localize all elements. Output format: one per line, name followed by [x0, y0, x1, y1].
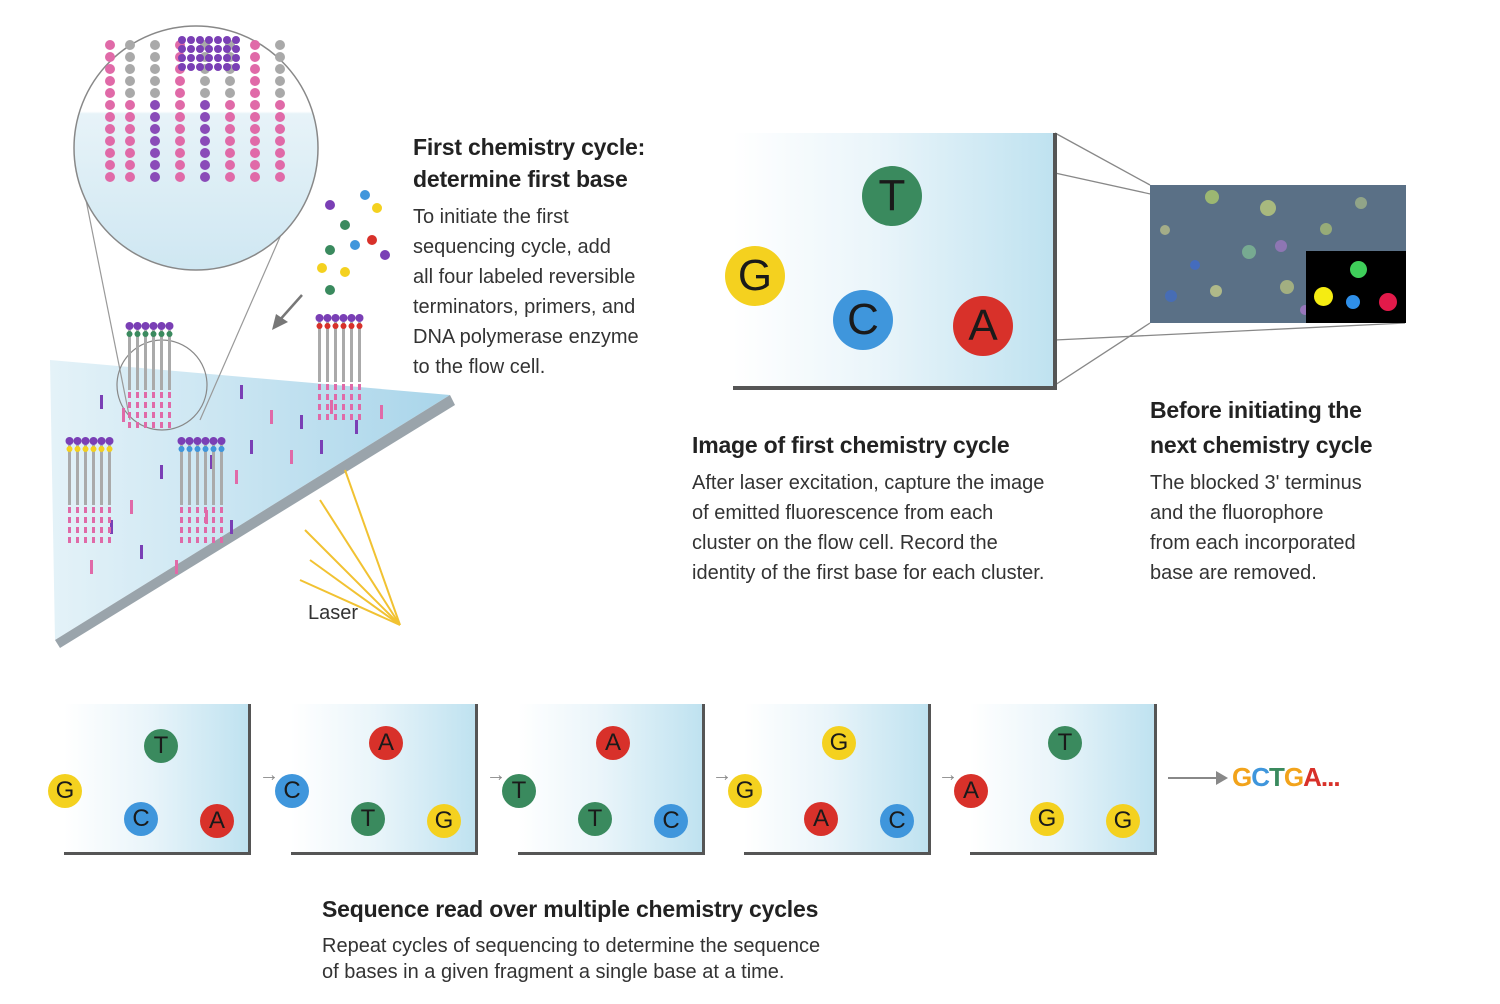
base-C: C [833, 290, 893, 350]
base-A: A [200, 804, 234, 838]
image-cycle-line: identity of the first base for each clus… [692, 562, 1045, 584]
next-cycle-line: The blocked 3' terminus [1150, 472, 1362, 494]
base-G: G [822, 726, 856, 760]
fluorescence-inset [1306, 251, 1406, 323]
base-G: G [427, 804, 461, 838]
first-cycle-line: To initiate the first [413, 206, 569, 228]
flow-cell-surface [50, 360, 450, 640]
image-cycle-description: After laser excitation, capture the imag… [692, 468, 1044, 588]
cycle-arrow-icon: → [486, 764, 506, 786]
sequence-result: GCTGA... [1232, 762, 1341, 793]
sequence-letter: A [1303, 762, 1322, 792]
sequence-letter: G [1283, 762, 1304, 792]
base-T: T [578, 802, 612, 836]
next-cycle-line: base are removed. [1150, 562, 1317, 584]
base-C: C [880, 804, 914, 838]
base-A: A [804, 802, 838, 836]
first-cycle-image-panel: T G C A [725, 133, 1057, 390]
sequence-cycle-panel: T A G G [954, 704, 1157, 855]
base-C: C [124, 802, 158, 836]
multi-cycle-description: Repeat cycles of sequencing to determine… [322, 933, 820, 985]
cycle-arrow-icon: → [259, 764, 279, 786]
multi-cycle-line: Repeat cycles of sequencing to determine… [322, 935, 821, 957]
multi-cycle-line: of bases in a given fragment a single ba… [322, 961, 785, 983]
first-cycle-line: sequencing cycle, add [413, 236, 611, 258]
image-cycle-title: Image of first chemistry cycle [692, 432, 1010, 458]
base-G: G [725, 246, 785, 306]
fluorescence-micrograph [1150, 185, 1406, 323]
sequence-cycle-panel: G G A C [728, 704, 931, 855]
sequence-letter: C [1251, 762, 1270, 792]
first-cycle-title-line1: First chemistry cycle: [413, 134, 646, 160]
image-cycle-line: After laser excitation, capture the imag… [692, 472, 1045, 494]
first-cycle-description: To initiate the first sequencing cycle, … [413, 202, 639, 382]
next-cycle-description: The blocked 3' terminus and the fluoroph… [1150, 468, 1362, 588]
base-A: A [596, 726, 630, 760]
cycle-arrow-icon: → [712, 764, 732, 786]
next-cycle-line: from each incorporated [1150, 532, 1356, 554]
multi-cycle-title: Sequence read over multiple chemistry cy… [322, 896, 819, 922]
base-A: A [953, 296, 1013, 356]
sequence-letter: ... [1320, 762, 1341, 792]
next-cycle-title-line1: Before initiating the [1150, 397, 1362, 423]
laser-label: Laser [308, 602, 359, 624]
first-cycle-line: terminators, primers, and [413, 296, 636, 318]
base-T: T [502, 774, 536, 808]
base-T: T [351, 802, 385, 836]
base-C: C [654, 804, 688, 838]
result-arrow-head [1216, 771, 1228, 785]
sequence-cycle-panel: T G C A [48, 704, 251, 855]
base-C: C [275, 774, 309, 808]
base-A: A [369, 726, 403, 760]
first-cycle-line: all four labeled reversible [413, 266, 636, 288]
first-cycle-line: DNA polymerase enzyme [413, 326, 639, 348]
cycle-arrow-icon: → [938, 764, 958, 786]
first-cycle-title-line2: determine first base [413, 166, 628, 192]
image-cycle-line: cluster on the flow cell. Record the [692, 532, 998, 554]
base-T: T [1048, 726, 1082, 760]
sequence-cycle-panel: A T T C [502, 704, 705, 855]
sequence-letter: T [1269, 762, 1285, 792]
image-cycle-line: of emitted fluorescence from each [692, 502, 994, 524]
result-arrow [1168, 777, 1226, 779]
flow-cell-illustration [50, 25, 455, 648]
next-cycle-title-line2: next chemistry cycle [1150, 432, 1373, 458]
base-T: T [862, 166, 922, 226]
flow-cell-edge [55, 395, 455, 648]
base-T: T [144, 729, 178, 763]
base-G: G [728, 774, 762, 808]
next-cycle-line: and the fluorophore [1150, 502, 1324, 524]
zoom-circle [73, 25, 319, 271]
laser-beams [299, 469, 401, 626]
base-G: G [1106, 804, 1140, 838]
base-G: G [1030, 802, 1064, 836]
sequence-cycle-panel: A C T G [275, 704, 478, 855]
sequence-letter: G [1232, 762, 1252, 792]
base-G: G [48, 774, 82, 808]
base-A: A [954, 774, 988, 808]
first-cycle-line: to the flow cell. [413, 356, 546, 378]
